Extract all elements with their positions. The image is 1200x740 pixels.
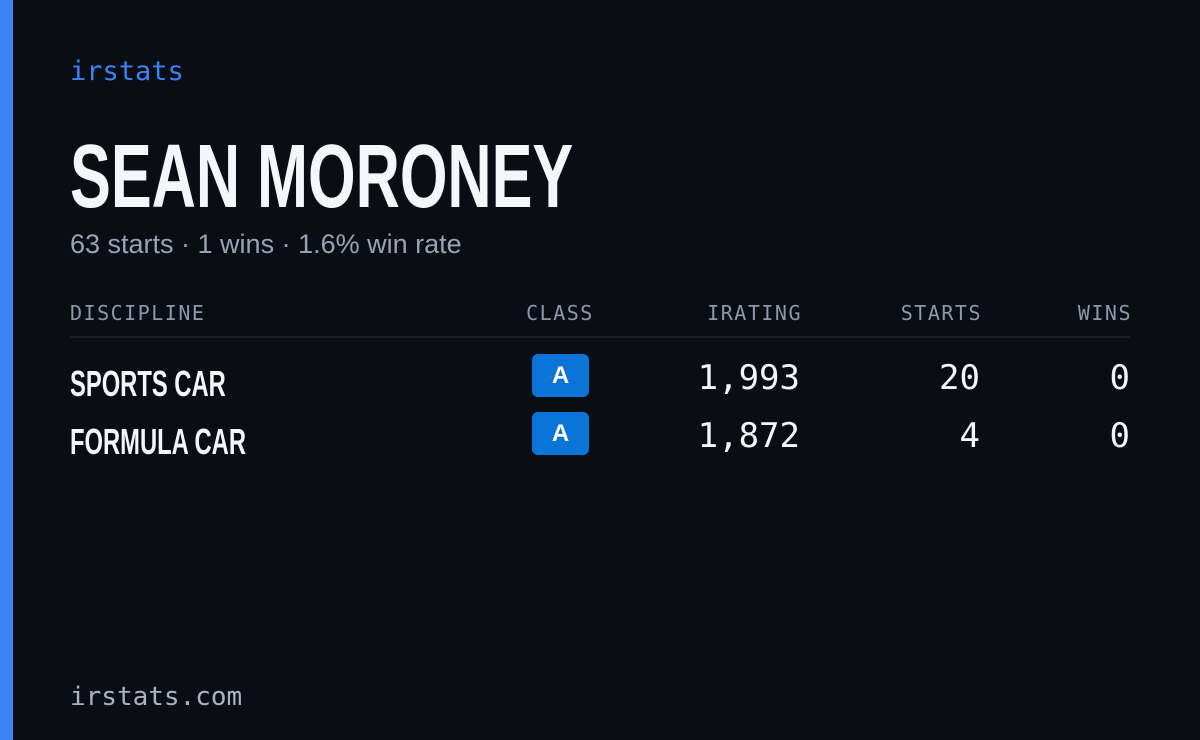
column-header: IRATING [707,301,802,325]
column-header: WINS [1077,301,1132,325]
irating: 1,993 [697,358,800,398]
summary: 63 starts · 1 wins · 1.6% win rate [70,229,462,259]
column-header: STARTS [900,301,982,325]
driver-name: SEAN MORONEY [70,127,574,227]
brand: irstats [70,56,184,87]
starts: 4 [959,416,980,456]
column-header: DISCIPLINE [70,301,206,325]
wins: 0 [1109,416,1130,456]
wins: 0 [1109,358,1130,398]
discipline: SPORTS CAR [70,363,226,404]
accent-bar [0,0,13,740]
starts: 20 [939,358,980,398]
class-badge: A [532,354,589,397]
column-header: CLASS [526,301,594,325]
footer-url: irstats.com [70,682,243,712]
divider [70,336,1130,338]
irating: 1,872 [697,416,800,456]
class-badge: A [532,412,589,455]
discipline: FORMULA CAR [70,421,246,462]
